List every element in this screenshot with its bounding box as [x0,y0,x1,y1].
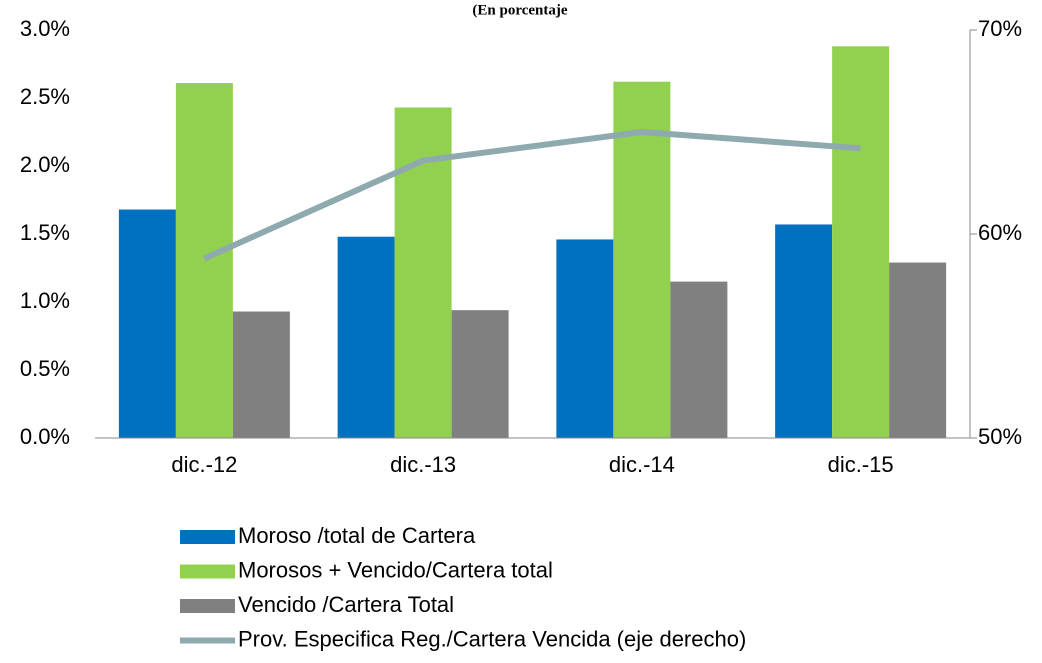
bar [232,311,290,438]
x-tick-label: dic.-13 [390,452,456,477]
legend-swatch [180,564,235,579]
y-tick-label: 1.5% [20,220,70,245]
x-tick-label: dic.-14 [609,452,675,477]
bar [451,310,509,438]
y2-tick-label: 50% [978,424,1022,449]
legend-swatch [180,599,235,613]
y-tick-label: 1.0% [20,288,70,313]
y2-tick-label: 70% [978,16,1022,41]
legend-label: Prov. Especifica Reg./Cartera Vencida (e… [238,626,746,651]
legend-label: Moroso /total de Cartera [238,523,476,548]
bar [832,46,890,438]
chart-title: (En porcentaje [472,2,567,18]
legend-swatch [180,530,235,544]
line [203,129,861,262]
bar [118,209,176,438]
y-tick-label: 2.5% [20,84,70,109]
bar [613,81,671,439]
x-tick-label: dic.-15 [828,452,894,477]
y-tick-label: 3.0% [20,16,70,41]
x-tick-label: dic.-12 [171,452,237,477]
legend-label: Morosos + Vencido/Cartera total [238,557,553,582]
bar [889,262,947,438]
bar [337,236,395,438]
bar [670,281,728,438]
bar [175,83,233,438]
y-tick-label: 0.0% [20,424,70,449]
bar [556,239,614,438]
y2-tick-label: 60% [978,220,1022,245]
legend-label: Vencido /Cartera Total [238,592,454,617]
y-tick-label: 2.0% [20,152,70,177]
bar [775,224,833,438]
y-tick-label: 0.5% [20,356,70,381]
